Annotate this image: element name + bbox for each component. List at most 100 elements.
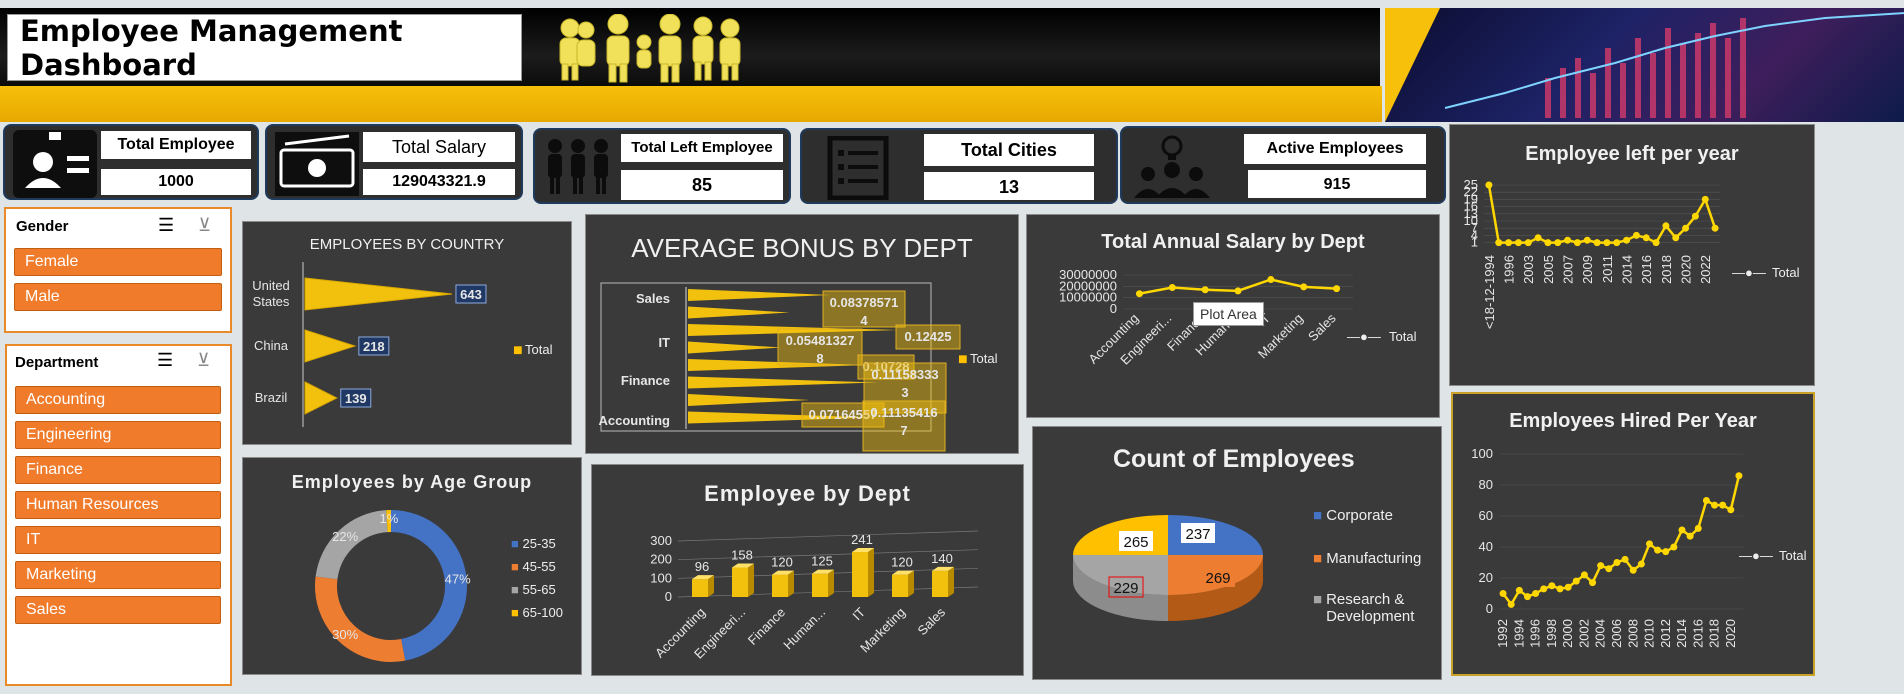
slicer-item-engineering[interactable]: Engineering [15,421,221,449]
legend-label: 45-55 [522,559,556,574]
legend-line-icon: —●— [1739,548,1773,563]
chart-count-of-employees: Count of Employees 237 269 229 265 ■ Corpor… [1032,426,1442,680]
count-legend: ■ Corporate ■ Manufacturing ■ Research &… [1313,507,1441,625]
multi-select-icon[interactable]: ☰ [158,215,175,235]
clear-filter-icon[interactable]: ⊻ [198,215,212,235]
data-label: 241 [851,532,873,547]
data-point [1623,236,1631,244]
data-point [1603,239,1611,247]
bar-mark [688,394,810,406]
data-label: 8 [816,351,823,366]
gender-slicer: Gender ☰ ⊻ Female Male [4,207,232,333]
data-point [1727,506,1735,514]
bar-mark [688,411,876,424]
chart-employee-by-dept: Employee by Dept 300 200 100 0 96 Accounting 1… [591,464,1024,676]
bar-mark [304,381,338,415]
y-tick-label: 80 [1479,477,1493,492]
data-label: 7 [900,423,907,438]
dashboard-title-box: Employee Management Dashboard [7,13,522,82]
data-label: 22% [332,529,358,544]
data-label: 120 [891,555,913,570]
legend-label: Total [1389,329,1417,344]
x-tick-label: 1994 [1511,619,1526,648]
data-label-box [777,328,863,366]
pie-slice [1073,555,1168,595]
data-label: 158 [731,548,753,563]
chart-employees-by-country: EMPLOYEES BY COUNTRY United States 643 Chin… [242,221,572,445]
data-point [1135,290,1143,298]
category-label: United [252,278,290,293]
data-label: 139 [345,391,367,406]
page-title: Employee Management Dashboard [20,13,403,82]
data-point [1524,239,1532,247]
y-tick-label: 19 [1464,191,1478,206]
id-card-icon [13,130,97,198]
bar-top [932,566,954,571]
data-label: 0.05481327 [786,333,855,348]
slicer-item-accounting[interactable]: Accounting [15,386,221,414]
data-point [1544,239,1552,247]
slicer-item-finance[interactable]: Finance [15,456,221,484]
x-tick-label: 2020 [1679,255,1694,284]
count-pie: 237 269 229 265 [1073,515,1263,621]
legend-label: 25-35 [522,536,556,551]
bar-mark [688,306,790,319]
slicer-item-male[interactable]: Male [14,283,222,311]
y-tick-label: 0 [1486,601,1493,616]
data-point [1593,239,1601,247]
x-tick-label: 2008 [1625,619,1640,648]
bar-mark [304,277,453,311]
bar-mark [932,570,948,597]
chart-title: AVERAGE BONUS BY DEPT [631,233,973,263]
stock-chart-banner [1385,8,1904,122]
clear-filter-icon[interactable]: ⊻ [197,350,211,370]
data-point [1485,181,1493,189]
slicer-item-female[interactable]: Female [14,248,222,276]
chart-title: Employees Hired Per Year [1509,410,1757,432]
slicer-item-it[interactable]: IT [15,526,221,554]
x-tick-label: 2014 [1620,255,1635,284]
plot-area-border [600,282,932,432]
chart-title: Employee left per year [1525,143,1739,165]
legend-label: Manufacturing [1326,550,1422,567]
y-tick-label: 10000000 [1059,290,1117,305]
legend-label: Total [525,342,553,357]
kpi-value: 915 [1248,170,1426,198]
data-point [1678,526,1686,534]
data-point [1548,582,1556,590]
y-tick-label: 16 [1464,199,1478,214]
gridline [677,530,979,542]
slicer-item-marketing[interactable]: Marketing [15,561,221,589]
y-tick-label: 0 [1110,301,1117,316]
category-label: IT [658,335,670,350]
x-tick-label: 2004 [1593,619,1608,648]
chart-title: Count of Employees [1113,445,1355,473]
data-point [1507,600,1515,608]
data-label: 140 [931,551,953,566]
x-tick-label: Human... [780,605,828,653]
bar-side [788,570,794,597]
bar-mark [852,552,868,597]
slicer-item-sales[interactable]: Sales [15,596,221,624]
legend-line-icon: —●— [1347,329,1381,344]
data-point [1168,283,1176,291]
dept-plot: 300200100096Accounting158Engineeri...120… [650,530,979,662]
data-point [1642,234,1650,242]
data-point [1662,548,1670,556]
x-tick-label: 2002 [1576,619,1591,648]
bar-side [948,566,954,597]
data-point [1532,590,1540,597]
x-tick-label: 2006 [1609,619,1624,648]
bar-top [812,569,834,574]
data-label-box [340,388,372,408]
slicer-item-human-resources[interactable]: Human Resources [15,491,221,519]
multi-select-icon[interactable]: ☰ [157,350,174,370]
bar-side [748,563,754,597]
x-tick-label: 2014 [1674,619,1689,648]
data-label: 125 [811,554,833,569]
bar-top [732,563,754,568]
category-label: China [254,338,289,353]
age-legend: ■ 25-35 ■ 45-55 ■ 55-65 ■ 65-100 [511,536,563,620]
legend-label: Corporate [1326,507,1393,524]
